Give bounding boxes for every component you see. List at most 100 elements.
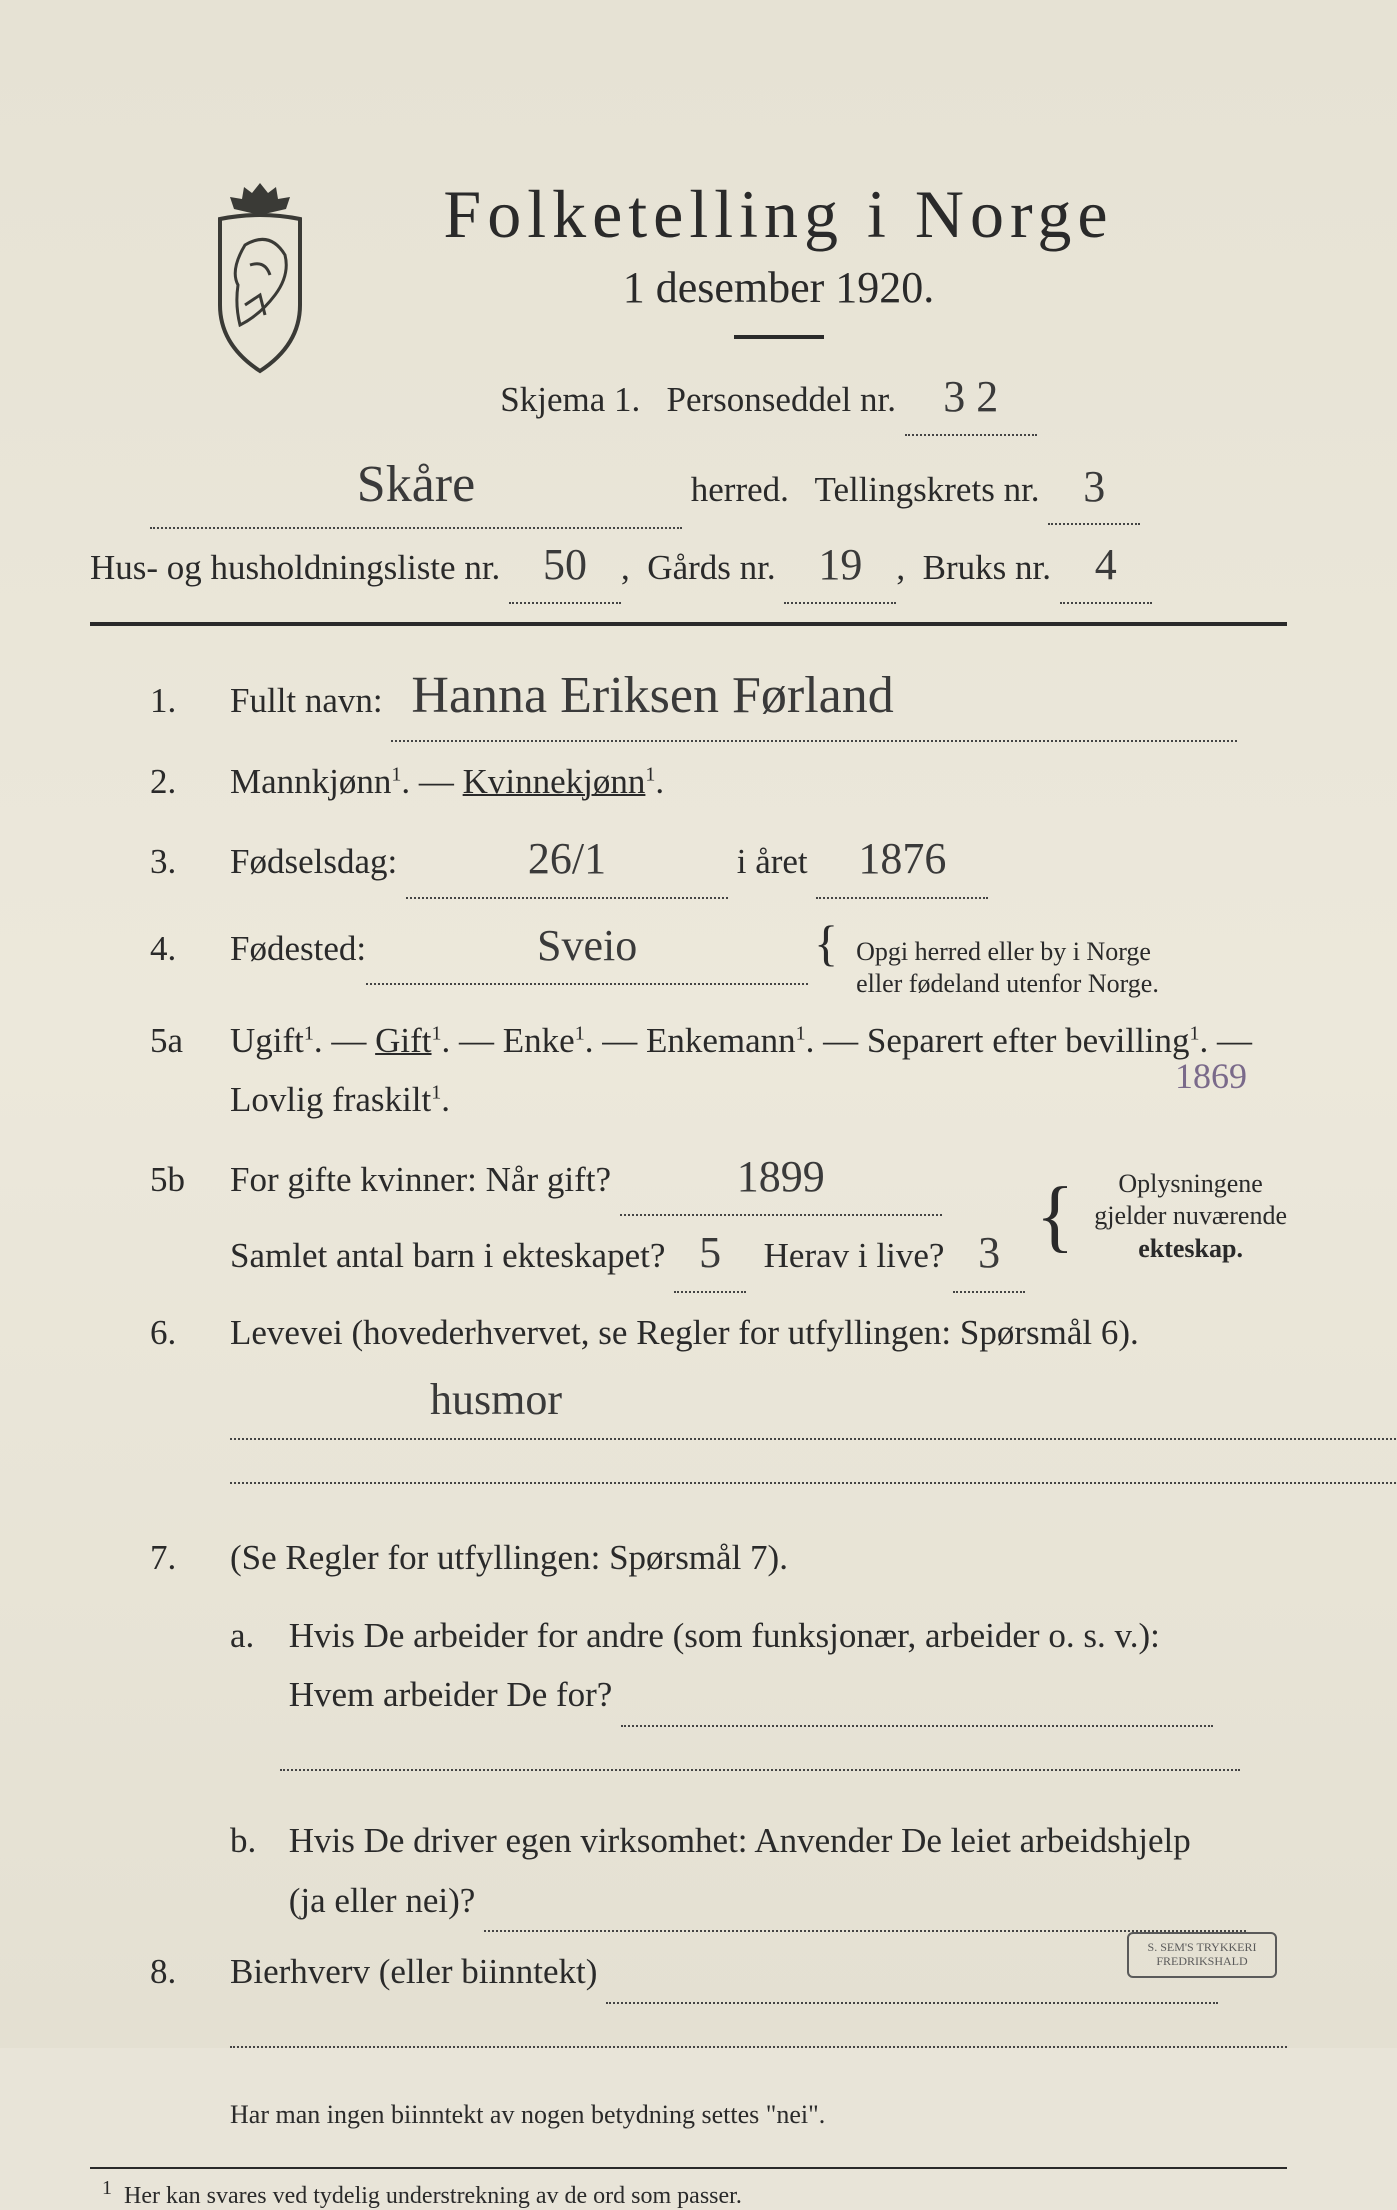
coat-of-arms-icon (190, 175, 330, 375)
form-title: Folketelling i Norge (270, 175, 1287, 254)
printer-stamp: S. SEM'S TRYKKERI FREDRIKSHALD (1127, 1932, 1277, 1978)
q3-year: 1876 (816, 822, 988, 899)
q8-label: Bierhverv (eller biinntekt) (230, 1952, 597, 1991)
gards-label: Gårds nr. (647, 548, 775, 587)
q5a-gift: Gift (375, 1021, 431, 1060)
sup: 1 (432, 1022, 442, 1044)
sup: 1 (391, 764, 401, 786)
q5b-live: 3 (953, 1216, 1025, 1293)
q7b-line1: Hvis De driver egen virksomhet: Anvender… (289, 1821, 1191, 1860)
main-divider (90, 622, 1287, 626)
q5b-num: 5b (150, 1160, 230, 1200)
q5b-note: Oplysningene gjelder nuværende ekteskap. (1094, 1168, 1287, 1266)
q4-note-b: eller fødeland utenfor Norge. (856, 969, 1159, 998)
herred-value: Skåre (150, 442, 682, 530)
meta-line-1: Skjema 1. Personseddel nr. 3 2 (250, 361, 1287, 436)
q7a-blank (621, 1665, 1213, 1727)
q4-value: Sveio (366, 909, 808, 986)
q4-row: 4. Fødested: Sveio { Opgi herred eller b… (150, 909, 1287, 1001)
q1-label: Fullt navn: (230, 681, 383, 720)
q2-kvinne: Kvinnekjønn (463, 762, 646, 801)
census-form-page: Folketelling i Norge 1 desember 1920. Sk… (0, 0, 1397, 2048)
q7a-line2: Hvem arbeider De for? (289, 1675, 613, 1714)
q4-label: Fødested: (230, 919, 366, 979)
sup: 1 (645, 764, 655, 786)
personseddel-value: 3 2 (905, 361, 1037, 436)
q3-row: 3. Fødselsdag: 26/1 i året 1876 (150, 822, 1287, 899)
q8-num: 8. (150, 1952, 230, 1992)
q7a-line1: Hvis De arbeider for andre (som funksjon… (289, 1616, 1160, 1655)
q5b-gift-year: 1899 (620, 1140, 942, 1217)
q2-num: 2. (150, 762, 230, 802)
title-divider (734, 335, 824, 339)
stamp-line2: FREDRIKSHALD (1156, 1954, 1247, 1968)
q7a-letter: a. (230, 1606, 280, 1666)
q1-num: 1. (150, 681, 230, 721)
q3-num: 3. (150, 842, 230, 882)
blank-line (280, 1727, 1240, 1771)
q1-row: 1. Fullt navn: Hanna Eriksen Førland (150, 652, 1287, 742)
bruks-label: Bruks nr. (923, 548, 1051, 587)
sup: 1 (431, 1082, 441, 1104)
q5a-num: 5a (150, 1021, 230, 1061)
pencil-annotation: 1869 (1175, 1055, 1247, 1097)
q8-row: 8. Bierhverv (eller biinntekt) (150, 1942, 1287, 2066)
blank-line (230, 1440, 1397, 1484)
q1-value: Hanna Eriksen Førland (391, 652, 1237, 742)
personseddel-label: Personseddel nr. (667, 380, 896, 419)
q5b-l2a: Samlet antal barn i ekteskapet? (230, 1236, 665, 1275)
q5a-lovlig: Lovlig fraskilt (230, 1080, 431, 1119)
footnote-text: Her kan svares ved tydelig understreknin… (124, 2183, 742, 2209)
meta-line-3: Hus- og husholdningsliste nr. 50, Gårds … (90, 529, 1287, 604)
herred-label: herred. (691, 470, 789, 509)
q7-num: 7. (150, 1538, 230, 1578)
bruks-value: 4 (1060, 529, 1152, 604)
q5b-l1: For gifte kvinner: Når gift? (230, 1160, 611, 1199)
blank-line (230, 2004, 1287, 2048)
meta-line-2: Skåre herred. Tellingskrets nr. 3 (150, 442, 1287, 530)
q2-row: 2. Mannkjønn1. — Kvinnekjønn1. (150, 752, 1287, 812)
q5b-l2b: Herav i live? (764, 1236, 945, 1275)
tail-note: Har man ingen biinntekt av nogen betydni… (230, 2094, 1287, 2137)
sup: 1 (575, 1022, 585, 1044)
q4-num: 4. (150, 929, 230, 969)
hus-label: Hus- og husholdningsliste nr. (90, 548, 500, 587)
footnote-num: 1 (102, 2177, 112, 2199)
q7b-blank (484, 1871, 1246, 1933)
q3-label: Fødselsdag: (230, 842, 397, 881)
q5b-barn: 5 (674, 1216, 746, 1293)
q5b-note1: Oplysningene (1118, 1169, 1262, 1198)
q5a-separert: Separert efter bevilling (867, 1021, 1190, 1060)
q5b-note3: ekteskap. (1138, 1234, 1243, 1263)
sup: 1 (1190, 1022, 1200, 1044)
q7b-line2: (ja eller nei)? (289, 1881, 476, 1920)
q6-label: Levevei (hovederhvervet, se Regler for u… (230, 1313, 1139, 1352)
q5a-row: 5a Ugift1. — Gift1. — Enke1. — Enkemann1… (150, 1011, 1287, 1130)
gards-value: 19 (784, 529, 896, 604)
q6-num: 6. (150, 1313, 230, 1353)
hus-value: 50 (509, 529, 621, 604)
form-subtitle: 1 desember 1920. (270, 262, 1287, 313)
q3-iaret: i året (737, 842, 808, 881)
sup: 1 (796, 1022, 806, 1044)
q5b-note2: gjelder nuværende (1094, 1201, 1287, 1230)
tellingskrets-value: 3 (1048, 451, 1140, 526)
q4-note: Opgi herred eller by i Norge eller fødel… (856, 936, 1159, 1001)
skjema-label: Skjema 1. (500, 380, 640, 419)
sup: 1 (304, 1022, 314, 1044)
q5a-enkemann: Enkemann (646, 1021, 796, 1060)
q5b-row: 5b For gifte kvinner: Når gift? 1899 Sam… (150, 1140, 1287, 1294)
tellingskrets-label: Tellingskrets nr. (815, 470, 1040, 509)
stamp-line1: S. SEM'S TRYKKERI (1148, 1940, 1257, 1954)
footnote: 1 Her kan svares ved tydelig understrekn… (90, 2167, 1287, 2210)
q5a-enke: Enke (503, 1021, 575, 1060)
q2-mann: Mannkjønn (230, 762, 391, 801)
q6-row: 6. Levevei (hovederhvervet, se Regler fo… (150, 1303, 1287, 1502)
q7-row: 7. (Se Regler for utfyllingen: Spørsmål … (150, 1528, 1287, 1932)
q3-day: 26/1 (406, 822, 728, 899)
q5a-ugift: Ugift (230, 1021, 304, 1060)
q6-value: husmor (230, 1363, 1397, 1440)
q7b-letter: b. (230, 1811, 280, 1871)
q4-note-a: Opgi herred eller by i Norge (856, 937, 1151, 966)
q7-label: (Se Regler for utfyllingen: Spørsmål 7). (230, 1538, 788, 1577)
